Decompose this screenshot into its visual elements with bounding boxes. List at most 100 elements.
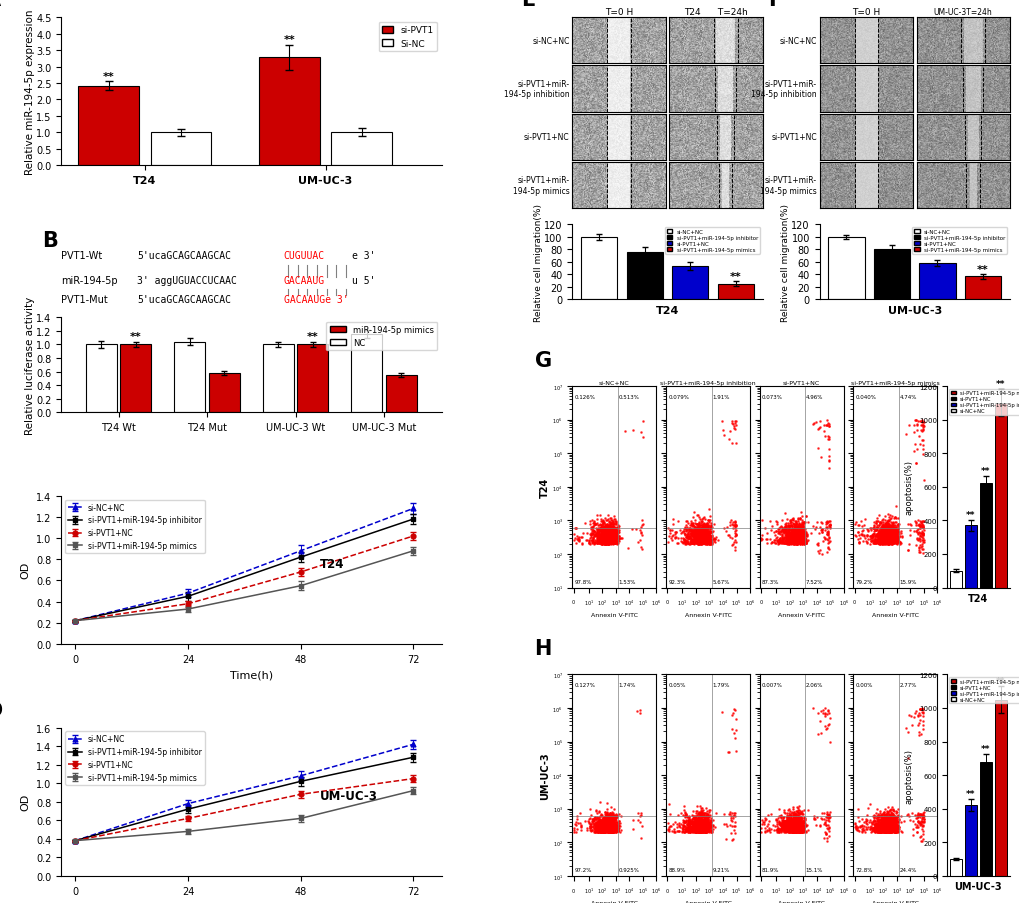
Point bbox=[688, 821, 704, 835]
Point bbox=[603, 534, 620, 548]
Point bbox=[789, 521, 805, 535]
Point bbox=[728, 528, 744, 543]
Point bbox=[661, 524, 678, 538]
Point bbox=[878, 529, 895, 544]
Point bbox=[687, 535, 703, 549]
Point bbox=[785, 819, 801, 833]
Point bbox=[693, 822, 709, 836]
Point bbox=[695, 529, 711, 544]
Point bbox=[909, 807, 925, 822]
Point bbox=[878, 535, 895, 549]
Point bbox=[683, 812, 699, 826]
Point bbox=[884, 528, 901, 543]
Point bbox=[595, 531, 611, 545]
Point bbox=[691, 820, 707, 834]
Point bbox=[911, 807, 927, 822]
Point bbox=[596, 525, 612, 539]
Point bbox=[678, 806, 694, 821]
Point bbox=[911, 535, 927, 549]
Point bbox=[687, 535, 703, 550]
Point bbox=[697, 535, 713, 549]
Point bbox=[590, 820, 606, 834]
Point bbox=[776, 536, 793, 551]
Point bbox=[586, 529, 602, 544]
Point bbox=[701, 533, 717, 547]
Point bbox=[884, 820, 901, 834]
Point bbox=[681, 815, 697, 830]
Point bbox=[876, 819, 893, 833]
Point bbox=[601, 813, 618, 827]
Point bbox=[686, 532, 702, 546]
Point bbox=[607, 816, 624, 831]
Point bbox=[692, 517, 708, 531]
Point bbox=[693, 531, 709, 545]
Point bbox=[781, 821, 797, 835]
Point bbox=[878, 528, 895, 543]
Point bbox=[603, 825, 620, 840]
Point bbox=[682, 536, 698, 551]
Point bbox=[687, 810, 703, 824]
Point bbox=[878, 815, 895, 829]
Point bbox=[697, 527, 713, 542]
Point bbox=[810, 422, 826, 436]
Point bbox=[889, 821, 905, 835]
Point bbox=[863, 534, 879, 548]
Point bbox=[884, 825, 901, 840]
Point bbox=[595, 535, 611, 550]
Point bbox=[781, 537, 797, 552]
Point bbox=[590, 529, 606, 544]
Point bbox=[592, 532, 608, 546]
Point bbox=[781, 532, 797, 546]
Point bbox=[881, 817, 898, 832]
Point bbox=[682, 821, 698, 835]
Point bbox=[697, 811, 713, 825]
Point bbox=[783, 819, 799, 833]
Point bbox=[600, 527, 616, 542]
Point bbox=[884, 814, 901, 828]
Point bbox=[667, 820, 684, 834]
Point bbox=[594, 529, 610, 544]
Point bbox=[723, 522, 740, 536]
Point bbox=[786, 529, 802, 544]
Point bbox=[776, 816, 793, 831]
Point bbox=[596, 521, 612, 535]
Point bbox=[586, 810, 602, 824]
Point bbox=[607, 532, 624, 546]
Point bbox=[795, 535, 811, 549]
Point bbox=[768, 534, 785, 548]
Point bbox=[698, 816, 714, 831]
Point bbox=[776, 525, 793, 539]
Point bbox=[866, 818, 882, 833]
Point bbox=[604, 535, 621, 550]
Point bbox=[878, 530, 895, 545]
Point bbox=[818, 831, 835, 845]
Point bbox=[889, 823, 905, 837]
Legend: si-NC+NC, si-PVT1+miR-194-5p inhibitor, si-PVT1+NC, si-PVT1+miR-194-5p mimics: si-NC+NC, si-PVT1+miR-194-5p inhibitor, … bbox=[65, 731, 205, 785]
Point bbox=[783, 818, 799, 833]
Point bbox=[604, 526, 621, 540]
Point bbox=[819, 822, 836, 836]
Point bbox=[886, 820, 902, 834]
Point bbox=[772, 819, 789, 833]
Point bbox=[774, 819, 791, 833]
Point bbox=[688, 819, 704, 833]
Point bbox=[873, 822, 890, 836]
Point bbox=[697, 520, 713, 535]
Point bbox=[686, 810, 702, 824]
Point bbox=[607, 823, 624, 837]
Point bbox=[599, 531, 615, 545]
Point bbox=[788, 526, 804, 540]
Point bbox=[601, 535, 618, 550]
Point bbox=[685, 810, 701, 824]
Point bbox=[882, 527, 899, 542]
Point bbox=[786, 531, 802, 545]
Point bbox=[602, 535, 619, 550]
Point bbox=[794, 807, 810, 822]
Point bbox=[797, 824, 813, 839]
Point bbox=[722, 538, 739, 553]
Point bbox=[700, 820, 716, 834]
Point bbox=[597, 815, 613, 829]
Point bbox=[888, 810, 904, 824]
Point bbox=[794, 536, 810, 551]
Point bbox=[599, 820, 615, 834]
